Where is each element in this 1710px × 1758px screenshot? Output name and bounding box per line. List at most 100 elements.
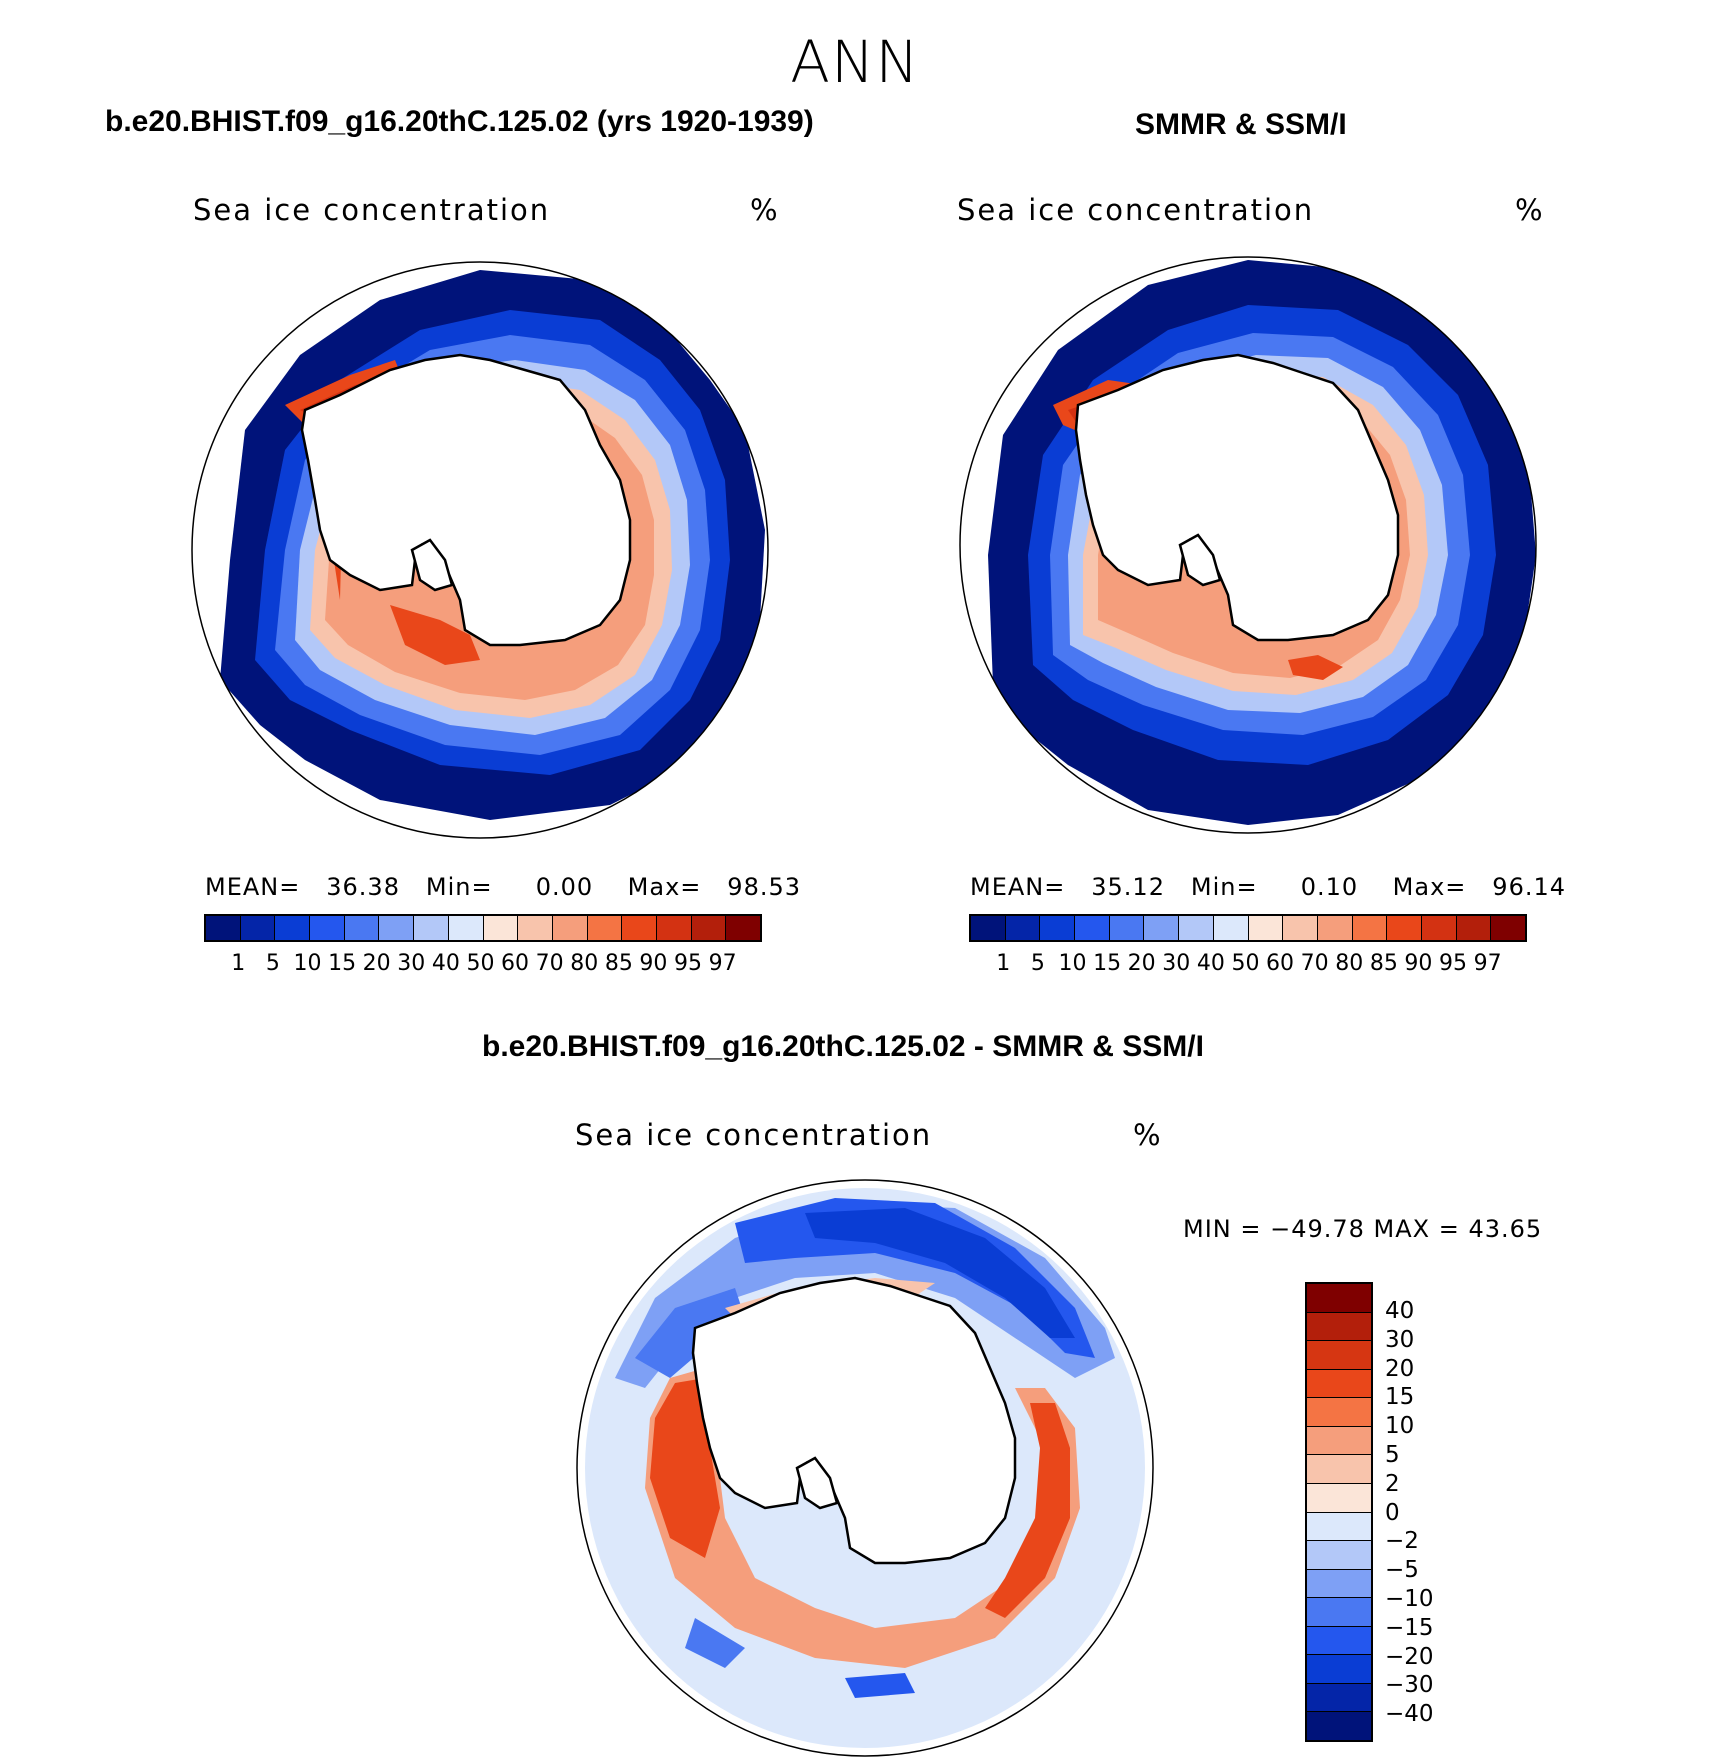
colorbar-box bbox=[1307, 1369, 1371, 1399]
colorbar-box bbox=[1213, 916, 1249, 940]
colorbar-box bbox=[1075, 916, 1110, 940]
colorbar-tick-label: 80 bbox=[570, 951, 599, 976]
colorbar-tick-label: 95 bbox=[674, 951, 703, 976]
colorbar-box bbox=[1456, 916, 1492, 940]
model-case-title: b.e20.BHIST.f09_g16.20thC.125.02 (yrs 19… bbox=[105, 105, 814, 138]
colorbar-tick-label: 70 bbox=[535, 951, 564, 976]
model-max-value: 98.53 bbox=[727, 873, 802, 901]
colorbar-box bbox=[1307, 1512, 1371, 1542]
colorbar-tick-label: 10 bbox=[293, 951, 322, 976]
colorbar-tick-label: 40 bbox=[1196, 951, 1225, 976]
colorbar-box bbox=[656, 916, 692, 940]
difference-sea-ice-map bbox=[576, 1179, 1154, 1757]
colorbar-tick-label: 2 bbox=[1385, 1470, 1400, 1497]
obs-unit-label: % bbox=[1515, 193, 1543, 227]
colorbar-box bbox=[1144, 916, 1180, 940]
colorbar-box bbox=[1005, 916, 1041, 940]
colorbar-box bbox=[691, 916, 727, 940]
colorbar-tick-label: 40 bbox=[431, 951, 460, 976]
colorbar-box bbox=[587, 916, 623, 940]
colorbar-box bbox=[1307, 1598, 1371, 1627]
colorbar-box bbox=[275, 916, 311, 940]
obs-colorbar-ticks: 1 5 10 15 20 30 40 50 60 70 80 85 90 95 97 bbox=[986, 951, 1505, 976]
colorbar-box bbox=[1307, 1455, 1371, 1484]
colorbar-tick-label: −40 bbox=[1385, 1701, 1434, 1728]
obs-sea-ice-map bbox=[959, 256, 1537, 834]
colorbar-tick-label: 97 bbox=[708, 951, 737, 976]
colorbar-tick-label: 15 bbox=[1385, 1384, 1415, 1411]
diff-minmax: MIN = −49.78 MAX = 43.65 bbox=[1183, 1215, 1543, 1243]
colorbar-box bbox=[1248, 916, 1284, 940]
colorbar-tick-label: −10 bbox=[1385, 1585, 1434, 1612]
colorbar-tick-label: 5 bbox=[265, 951, 280, 976]
colorbar-box bbox=[1387, 916, 1422, 940]
colorbar-tick-label: 30 bbox=[1385, 1326, 1415, 1353]
obs-case-title: SMMR & SSM/I bbox=[1135, 108, 1347, 141]
colorbar-box bbox=[1307, 1541, 1371, 1570]
colorbar-box bbox=[1040, 916, 1076, 940]
colorbar-tick-label: 10 bbox=[1385, 1413, 1415, 1440]
colorbar-tick-label: −15 bbox=[1385, 1614, 1434, 1641]
colorbar-tick-label: 15 bbox=[328, 951, 357, 976]
colorbar-box bbox=[1307, 1683, 1371, 1713]
colorbar-tick-label: −20 bbox=[1385, 1643, 1434, 1670]
colorbar-box bbox=[622, 916, 657, 940]
model-max-label: Max= bbox=[627, 873, 702, 901]
obs-min-label: Min= bbox=[1190, 873, 1258, 901]
obs-colorbar bbox=[969, 914, 1527, 942]
figure-title: ANN bbox=[790, 28, 920, 96]
colorbar-box bbox=[1179, 916, 1214, 940]
colorbar-tick-label: 85 bbox=[604, 951, 633, 976]
colorbar-tick-label: 20 bbox=[362, 951, 391, 976]
obs-min-value: 0.10 bbox=[1300, 873, 1359, 901]
colorbar-tick-label: 0 bbox=[1385, 1499, 1400, 1526]
colorbar-box bbox=[1307, 1483, 1371, 1513]
colorbar-tick-label: −5 bbox=[1385, 1557, 1419, 1584]
colorbar-box bbox=[206, 916, 241, 940]
colorbar-box bbox=[1109, 916, 1145, 940]
colorbar-tick-label: 15 bbox=[1093, 951, 1122, 976]
diff-case-title: b.e20.BHIST.f09_g16.20thC.125.02 - SMMR … bbox=[482, 1030, 1204, 1063]
model-mean-value: 36.38 bbox=[326, 873, 400, 901]
colorbar-box bbox=[379, 916, 415, 940]
model-stats: MEAN= 36.38 Min= 0.00 Max= 98.53 bbox=[205, 873, 801, 901]
difference-colorbar-ticks: 40 30 20 15 10 5 2 0 −2 −5 −10 −15 −20 −30 −40 bbox=[1385, 1297, 1434, 1729]
colorbar-box bbox=[1352, 916, 1388, 940]
colorbar-box bbox=[518, 916, 553, 940]
colorbar-tick-label: 50 bbox=[466, 951, 495, 976]
colorbar-box bbox=[1307, 1712, 1371, 1740]
colorbar-tick-label: 5 bbox=[1385, 1441, 1400, 1468]
model-unit-label: % bbox=[750, 193, 778, 227]
colorbar-tick-label: 20 bbox=[1385, 1355, 1415, 1382]
diff-unit-label: % bbox=[1133, 1118, 1161, 1152]
colorbar-box bbox=[552, 916, 588, 940]
colorbar-tick-label: 30 bbox=[397, 951, 426, 976]
colorbar-tick-label: 1 bbox=[996, 951, 1011, 976]
obs-max-label: Max= bbox=[1392, 873, 1467, 901]
difference-colorbar bbox=[1305, 1282, 1373, 1742]
colorbar-box bbox=[1317, 916, 1353, 940]
colorbar-box bbox=[240, 916, 276, 940]
colorbar-box bbox=[1307, 1655, 1371, 1684]
colorbar-box bbox=[1307, 1426, 1371, 1456]
colorbar-tick-label: 85 bbox=[1369, 951, 1398, 976]
colorbar-box bbox=[971, 916, 1006, 940]
colorbar-box bbox=[344, 916, 380, 940]
colorbar-tick-label: 70 bbox=[1300, 951, 1329, 976]
colorbar-tick-label: 95 bbox=[1439, 951, 1468, 976]
colorbar-tick-label: −2 bbox=[1385, 1528, 1419, 1555]
colorbar-box bbox=[448, 916, 484, 940]
colorbar-box bbox=[1421, 916, 1457, 940]
colorbar-tick-label: 80 bbox=[1335, 951, 1364, 976]
colorbar-tick-label: 60 bbox=[501, 951, 530, 976]
obs-mean-value: 35.12 bbox=[1091, 873, 1165, 901]
colorbar-tick-label: 90 bbox=[1404, 951, 1433, 976]
colorbar-box bbox=[726, 916, 760, 940]
colorbar-box bbox=[1307, 1284, 1371, 1313]
colorbar-box bbox=[1307, 1398, 1371, 1427]
colorbar-tick-label: 97 bbox=[1473, 951, 1502, 976]
colorbar-box bbox=[310, 916, 345, 940]
colorbar-tick-label: 10 bbox=[1058, 951, 1087, 976]
colorbar-tick-label: −30 bbox=[1385, 1672, 1434, 1699]
colorbar-box bbox=[1491, 916, 1525, 940]
